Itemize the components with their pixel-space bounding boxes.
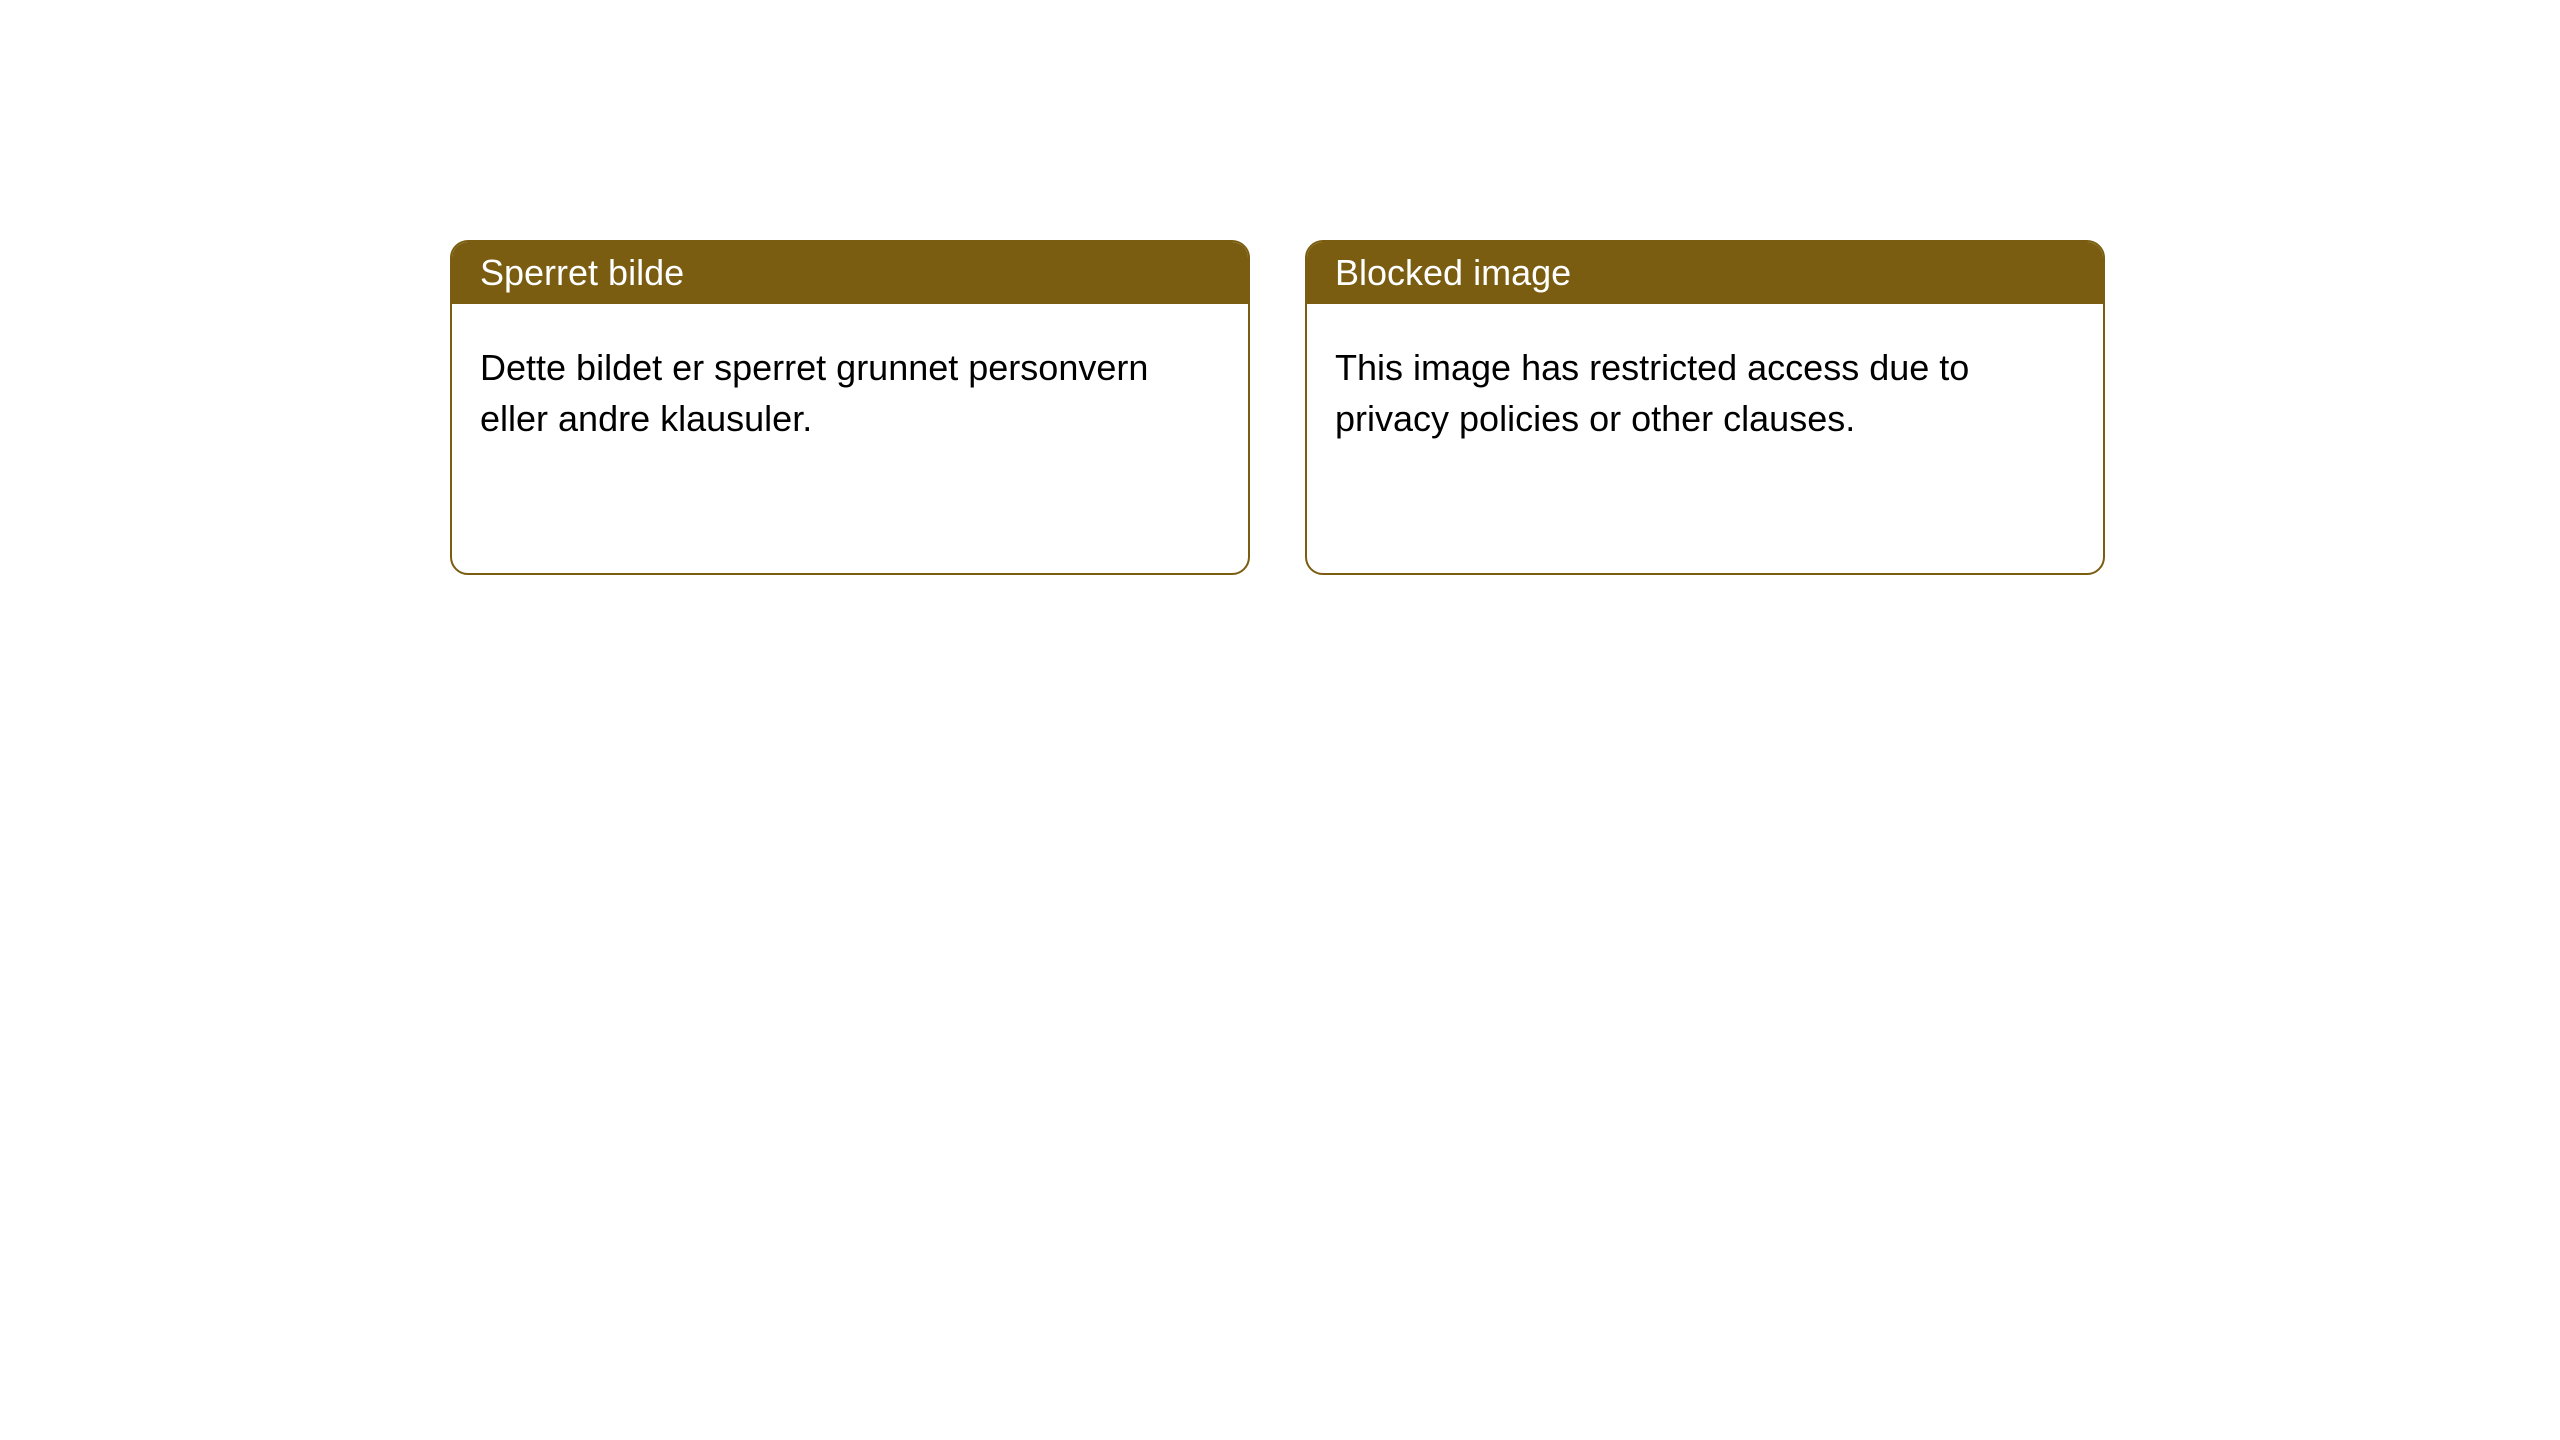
notice-body: This image has restricted access due to … [1307, 304, 2103, 482]
notice-header: Sperret bilde [452, 242, 1248, 304]
notices-container: Sperret bilde Dette bildet er sperret gr… [450, 240, 2105, 575]
notice-body: Dette bildet er sperret grunnet personve… [452, 304, 1248, 482]
notice-box-norwegian: Sperret bilde Dette bildet er sperret gr… [450, 240, 1250, 575]
notice-header: Blocked image [1307, 242, 2103, 304]
notice-box-english: Blocked image This image has restricted … [1305, 240, 2105, 575]
